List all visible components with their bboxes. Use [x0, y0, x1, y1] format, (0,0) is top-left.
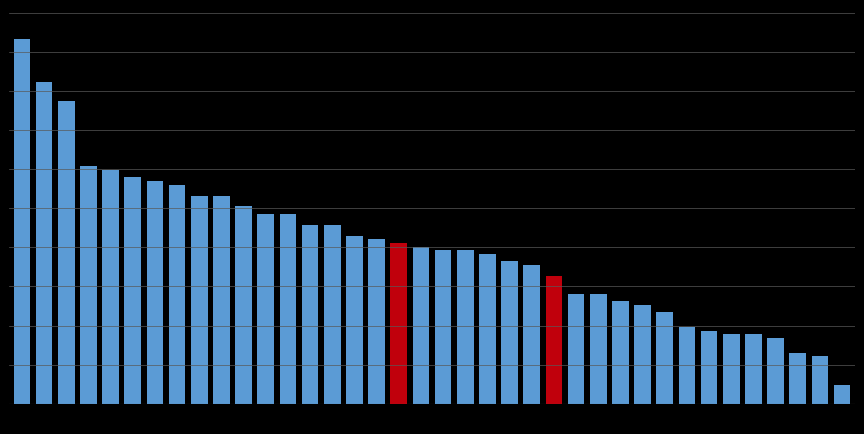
- Bar: [590, 294, 607, 404]
- Bar: [346, 236, 363, 404]
- Bar: [147, 181, 163, 404]
- Bar: [701, 331, 717, 404]
- Bar: [501, 261, 518, 404]
- Bar: [302, 225, 319, 404]
- Bar: [58, 101, 74, 404]
- Bar: [480, 254, 496, 404]
- Bar: [14, 39, 30, 404]
- Bar: [80, 166, 97, 404]
- Bar: [257, 214, 274, 404]
- Bar: [102, 170, 119, 404]
- Bar: [790, 352, 806, 404]
- Bar: [457, 250, 473, 404]
- Bar: [612, 301, 629, 404]
- Bar: [678, 327, 696, 404]
- Bar: [35, 82, 53, 404]
- Bar: [168, 184, 186, 404]
- Bar: [634, 305, 651, 404]
- Bar: [413, 247, 429, 404]
- Bar: [213, 196, 230, 404]
- Bar: [235, 207, 252, 404]
- Bar: [834, 385, 850, 404]
- Bar: [568, 294, 584, 404]
- Bar: [723, 334, 740, 404]
- Bar: [191, 196, 207, 404]
- Bar: [324, 225, 340, 404]
- Bar: [124, 178, 141, 404]
- Bar: [767, 338, 784, 404]
- Bar: [368, 239, 384, 404]
- Bar: [657, 312, 673, 404]
- Bar: [280, 214, 296, 404]
- Bar: [391, 243, 407, 404]
- Bar: [811, 356, 829, 404]
- Bar: [524, 265, 540, 404]
- Bar: [545, 276, 562, 404]
- Bar: [435, 250, 451, 404]
- Bar: [745, 334, 762, 404]
